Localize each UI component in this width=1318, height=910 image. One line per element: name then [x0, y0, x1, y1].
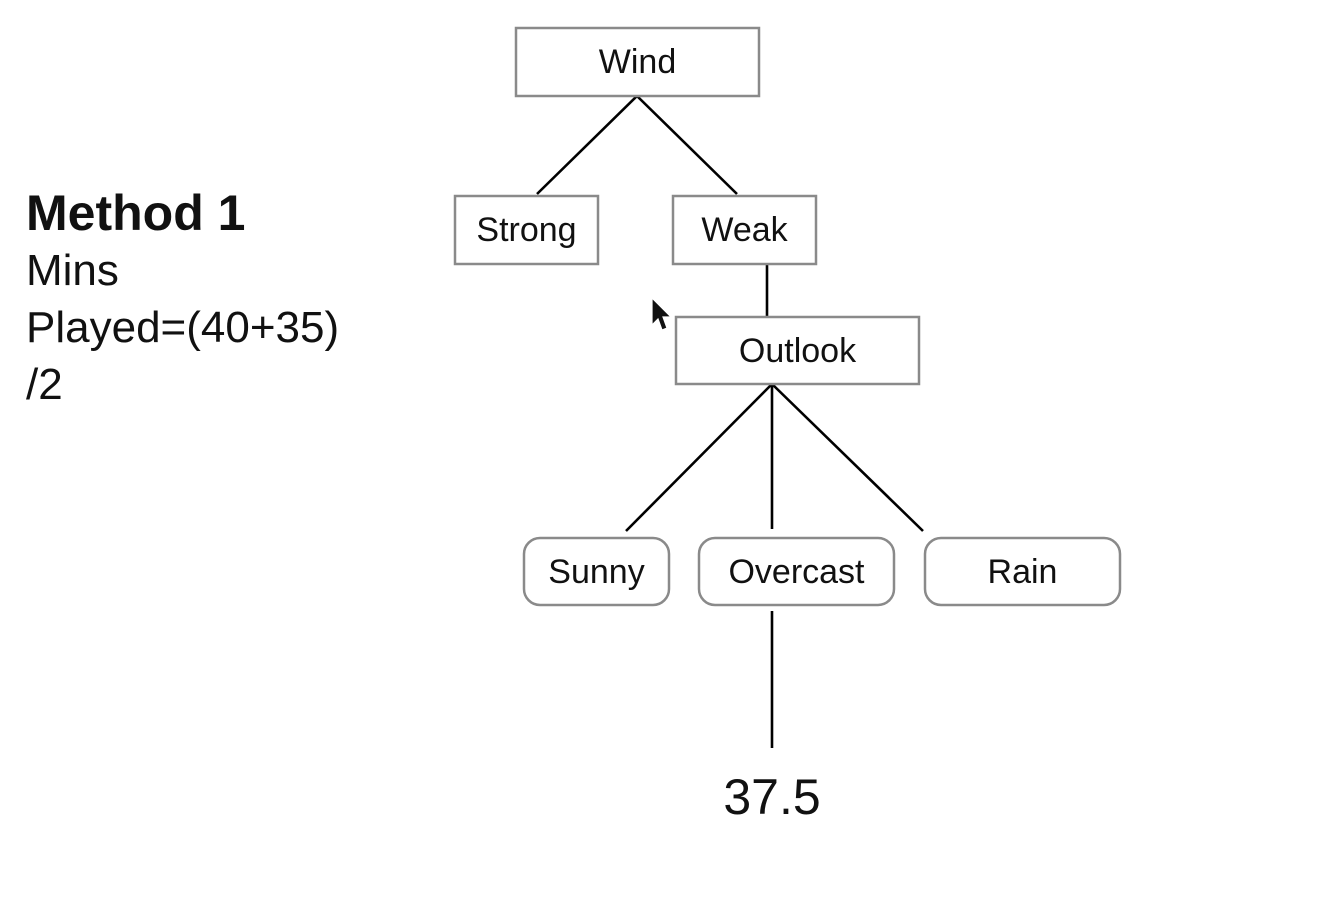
mouse-pointer-icon	[651, 296, 673, 331]
node-wind: Wind	[514, 26, 761, 98]
node-sunny-label: Sunny	[548, 553, 644, 591]
node-overcast-label: Overcast	[728, 553, 865, 591]
node-outlook-label: Outlook	[739, 332, 857, 370]
edge-outlook-rain	[771, 383, 924, 532]
node-weak: Weak	[671, 194, 818, 266]
node-weak-label: Weak	[701, 211, 788, 249]
method-line-2: Played=(40+35)	[26, 303, 340, 352]
method-title: Method 1	[26, 185, 246, 241]
node-overcast: Overcast	[697, 536, 896, 607]
node-strong: Strong	[453, 194, 600, 266]
node-outlook: Outlook	[674, 315, 921, 386]
result-value: 37.5	[723, 769, 820, 825]
node-sunny: Sunny	[522, 536, 671, 607]
edge-wind-weak	[636, 95, 738, 195]
node-rain-label: Rain	[988, 553, 1058, 591]
node-strong-label: Strong	[476, 211, 576, 249]
node-wind-label: Wind	[599, 43, 676, 81]
method-line-1: Mins	[26, 246, 119, 295]
method-description: Method 1 Mins Played=(40+35) /2	[26, 184, 406, 413]
edge-wind-strong	[536, 95, 638, 195]
method-line-3: /2	[26, 360, 63, 409]
node-rain: Rain	[923, 536, 1122, 607]
edge-outlook-sunny	[625, 383, 773, 532]
